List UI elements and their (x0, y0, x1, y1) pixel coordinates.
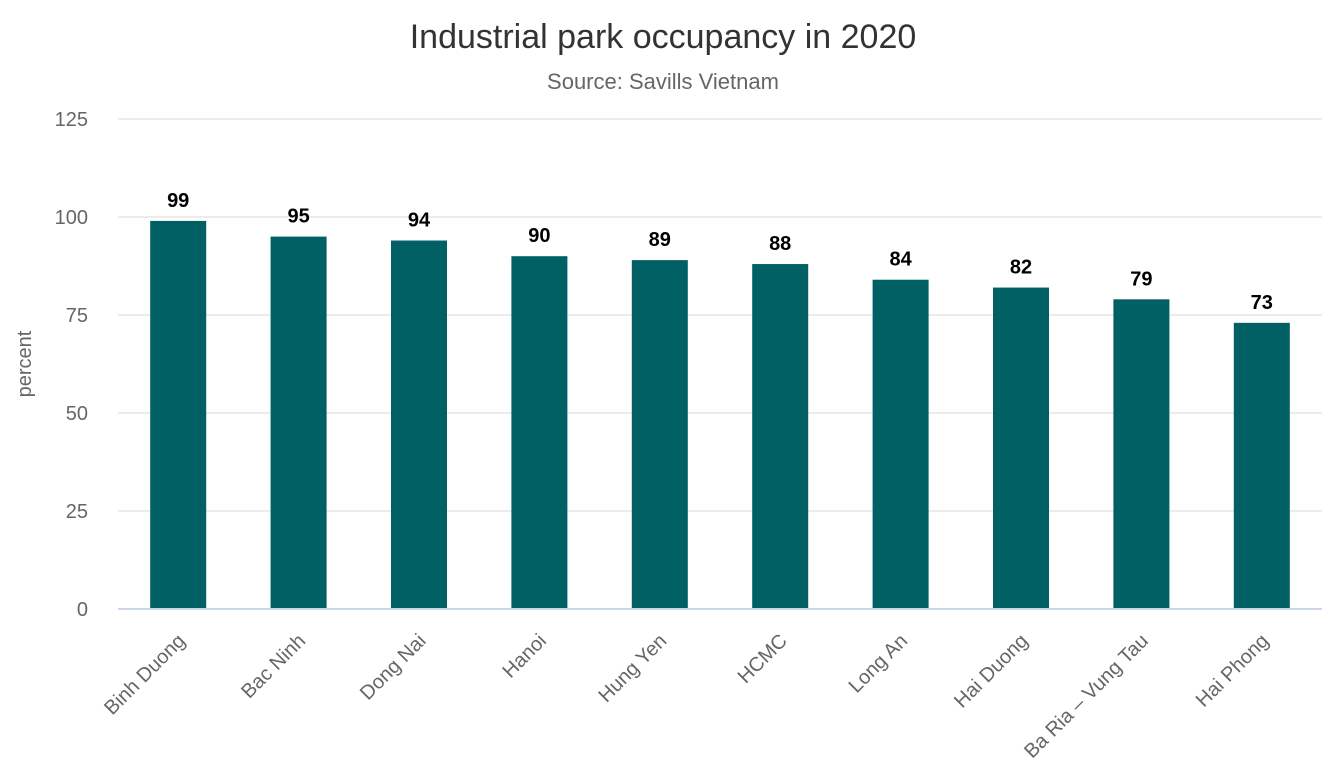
x-tick-label: Hai Duong (950, 630, 1032, 712)
bar (270, 236, 327, 609)
bar (1113, 299, 1170, 609)
y-tick-label: 50 (66, 403, 88, 425)
data-label: 84 (889, 249, 912, 271)
bar (511, 256, 568, 609)
x-tick-label: Hanoi (498, 630, 551, 683)
bar (872, 279, 929, 609)
x-tick-label: Long An (845, 630, 912, 697)
y-tick-label: 125 (55, 109, 88, 131)
chart-subtitle: Source: Savills Vietnam (547, 69, 779, 94)
y-axis-ticks: 0 25 50 75 100 125 (55, 109, 88, 621)
bars (150, 220, 1290, 610)
data-label: 79 (1130, 268, 1152, 290)
data-labels: 99 95 94 90 89 88 84 82 79 73 (167, 190, 1273, 314)
x-tick-label: Hung Yen (594, 630, 671, 707)
x-tick-label: Hai Phong (1192, 630, 1274, 712)
y-axis-label: percent (14, 330, 36, 397)
y-tick-label: 75 (66, 305, 88, 327)
data-label: 73 (1251, 292, 1273, 314)
bar (993, 287, 1049, 609)
x-axis-ticks: Binh Duong Bac Ninh Dong Nai Hanoi Hung Yen H… (100, 630, 1273, 763)
bar (391, 240, 447, 609)
data-label: 82 (1010, 257, 1032, 279)
data-label: 99 (167, 190, 189, 212)
bar (150, 220, 207, 610)
x-tick-label: HCMC (734, 630, 792, 688)
y-tick-label: 100 (55, 207, 88, 229)
chart-title: Industrial park occupancy in 2020 (410, 18, 917, 56)
x-tick-label: Ba Ria – Vung Tau (1020, 630, 1153, 763)
y-tick-label: 25 (66, 501, 88, 523)
bar (1233, 322, 1290, 609)
x-tick-label: Dong Nai (356, 630, 431, 705)
bar (752, 264, 809, 609)
bar (631, 260, 688, 609)
data-label: 95 (287, 206, 309, 228)
data-label: 88 (769, 233, 791, 255)
x-tick-label: Binh Duong (100, 630, 189, 719)
y-tick-label: 0 (77, 599, 88, 621)
x-tick-label: Bac Ninh (237, 630, 310, 703)
data-label: 89 (649, 229, 671, 251)
data-label: 90 (528, 225, 550, 247)
data-label: 94 (408, 210, 431, 232)
